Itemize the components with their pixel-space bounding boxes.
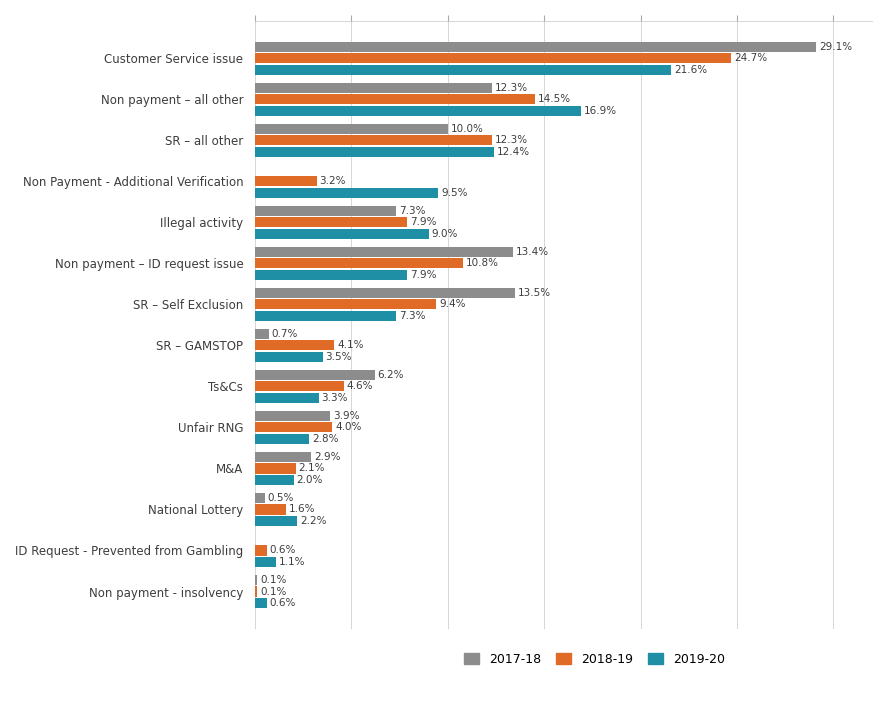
Text: 4.1%: 4.1% [337, 340, 363, 350]
Text: 2.0%: 2.0% [296, 475, 323, 485]
Bar [255, 94, 534, 104]
Text: 12.4%: 12.4% [496, 147, 530, 157]
Text: 3.3%: 3.3% [322, 393, 347, 403]
Text: 0.5%: 0.5% [268, 493, 293, 503]
Bar [255, 393, 318, 403]
Text: 12.3%: 12.3% [494, 135, 528, 145]
Text: 4.6%: 4.6% [346, 381, 373, 391]
Text: 1.1%: 1.1% [279, 557, 306, 567]
Text: 0.1%: 0.1% [260, 575, 286, 585]
Bar [255, 270, 407, 280]
Bar [255, 147, 494, 157]
Text: 10.8%: 10.8% [466, 258, 499, 268]
Bar [255, 493, 264, 503]
Text: 14.5%: 14.5% [537, 94, 570, 104]
Text: 0.7%: 0.7% [271, 329, 298, 339]
Bar [255, 575, 257, 585]
Bar [255, 83, 492, 93]
Bar [255, 42, 815, 52]
Bar [255, 598, 267, 608]
Text: 21.6%: 21.6% [673, 65, 707, 75]
Text: 24.7%: 24.7% [734, 53, 766, 63]
Text: 9.5%: 9.5% [440, 188, 467, 198]
Bar [255, 516, 297, 526]
Bar [255, 188, 438, 198]
Bar [255, 299, 436, 309]
Text: 13.4%: 13.4% [516, 247, 548, 257]
Text: 13.5%: 13.5% [517, 288, 551, 298]
Bar [255, 288, 515, 298]
Bar [255, 452, 311, 462]
Text: 2.8%: 2.8% [312, 434, 338, 444]
Bar [255, 475, 293, 485]
Text: 1.6%: 1.6% [289, 505, 315, 515]
Text: 7.3%: 7.3% [398, 206, 424, 216]
Text: 12.3%: 12.3% [494, 83, 528, 93]
Text: 3.5%: 3.5% [325, 352, 352, 362]
Text: 16.9%: 16.9% [583, 106, 616, 116]
Bar [255, 422, 331, 433]
Bar [255, 311, 395, 321]
Text: 9.4%: 9.4% [439, 299, 465, 309]
Text: 4.0%: 4.0% [335, 422, 361, 433]
Bar [255, 247, 513, 257]
Text: 3.9%: 3.9% [333, 411, 359, 421]
Text: 9.0%: 9.0% [431, 229, 457, 239]
Bar [255, 434, 308, 444]
Bar [255, 340, 334, 351]
Bar [255, 53, 730, 63]
Bar [255, 411, 330, 421]
Bar [255, 124, 447, 134]
Bar [255, 545, 267, 555]
Text: 2.9%: 2.9% [314, 452, 340, 462]
Bar [255, 352, 323, 362]
Text: 7.3%: 7.3% [398, 311, 424, 321]
Bar [255, 587, 257, 597]
Text: 2.2%: 2.2% [300, 516, 327, 526]
Bar [255, 329, 268, 339]
Bar [255, 65, 671, 75]
Text: 3.2%: 3.2% [319, 176, 346, 186]
Text: 7.9%: 7.9% [410, 270, 436, 280]
Bar [255, 217, 407, 227]
Bar [255, 229, 428, 239]
Bar [255, 106, 580, 116]
Text: 0.6%: 0.6% [269, 545, 296, 555]
Bar [255, 258, 462, 268]
Bar [255, 176, 316, 186]
Bar [255, 206, 395, 216]
Text: 0.1%: 0.1% [260, 587, 286, 597]
Text: 6.2%: 6.2% [377, 370, 403, 380]
Text: 0.6%: 0.6% [269, 598, 296, 608]
Text: 29.1%: 29.1% [818, 42, 851, 52]
Bar [255, 381, 344, 391]
Legend: 2017-18, 2018-19, 2019-20: 2017-18, 2018-19, 2019-20 [458, 647, 729, 671]
Bar [255, 504, 285, 515]
Bar [255, 463, 295, 473]
Bar [255, 135, 492, 145]
Bar [255, 370, 374, 380]
Text: 2.1%: 2.1% [298, 463, 324, 473]
Text: 7.9%: 7.9% [410, 217, 436, 227]
Text: 10.0%: 10.0% [450, 124, 483, 134]
Bar [255, 557, 276, 567]
